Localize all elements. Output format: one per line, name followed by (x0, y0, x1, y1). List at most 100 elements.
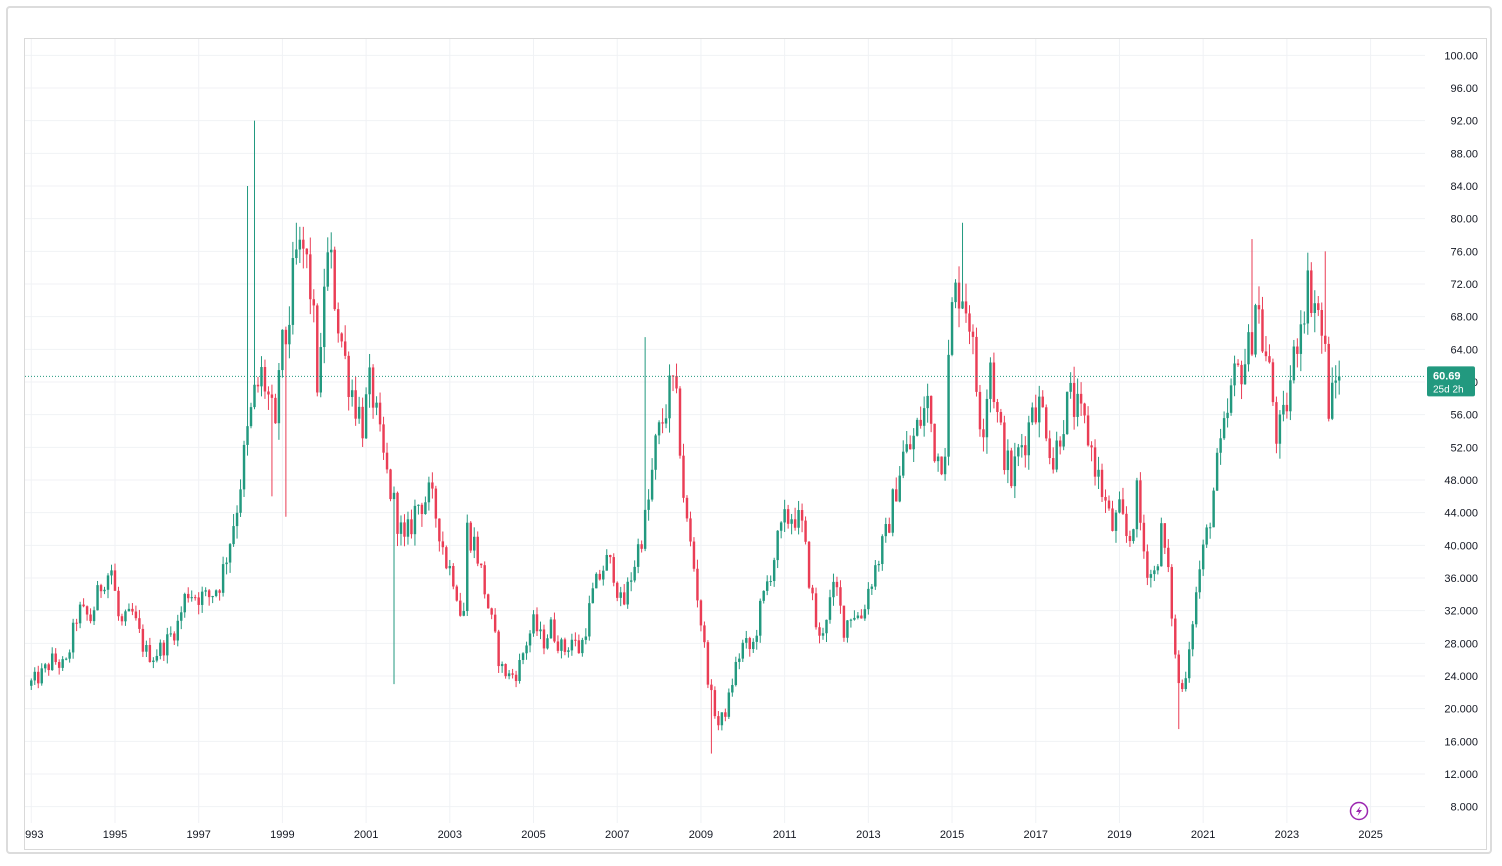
candle-body (905, 444, 908, 452)
candle-body (1083, 403, 1086, 416)
candle-body (155, 655, 159, 661)
candle-body (64, 658, 68, 660)
candle-body (427, 482, 431, 503)
candlestick-chart[interactable]: 100.00 96.00 92.00 88.00 84.00 80.00 76.00 72.0… (19, 39, 1486, 849)
candle-body (420, 504, 424, 515)
candle-body (1111, 508, 1114, 531)
candle-body (919, 419, 922, 426)
candle-body (619, 592, 622, 598)
candle-body (1100, 469, 1104, 497)
chart-panel[interactable]: 100.00 96.00 92.00 88.00 84.00 80.00 76.00 72.0… (19, 38, 1487, 850)
candle-body (1222, 418, 1226, 439)
candle-body (1313, 303, 1317, 313)
candle-body (462, 611, 465, 616)
candle-body (1045, 407, 1048, 439)
candle-body (720, 712, 724, 726)
candle-body (319, 347, 322, 393)
candle-body (689, 518, 692, 542)
candle-body (867, 588, 870, 610)
candle-body (793, 519, 797, 528)
candle-body (162, 642, 166, 656)
candle-body (929, 395, 933, 424)
candle-body (748, 638, 751, 650)
candle-body (1292, 346, 1296, 381)
y-tick-label: 100.00 (1444, 50, 1478, 62)
candle-body (947, 354, 950, 457)
candle-body (1090, 445, 1093, 448)
candle-body (288, 324, 291, 345)
y-tick-label: 20.000 (1444, 704, 1478, 716)
candle-body (110, 570, 113, 576)
x-tick-label: 2005 (521, 829, 545, 841)
candle-body (629, 580, 633, 582)
candle-body (598, 573, 602, 580)
candle-body (267, 391, 270, 395)
candle-body (661, 422, 664, 424)
candle-body (364, 394, 368, 439)
candle-body (389, 469, 392, 500)
candle-body (734, 661, 738, 686)
x-tick-label: 2003 (438, 829, 462, 841)
grid-lines (25, 39, 1425, 823)
candle-body (560, 639, 563, 651)
candle-body (1212, 490, 1215, 528)
candle-body (1205, 527, 1208, 545)
candle-body (636, 544, 640, 567)
candle-body (881, 536, 884, 565)
y-tick-label: 72.00 (1450, 279, 1478, 291)
candle-body (860, 615, 863, 619)
candle-body (584, 636, 588, 640)
x-tick-label: 2001 (354, 829, 378, 841)
candle-body (650, 469, 654, 500)
candle-body (71, 622, 75, 653)
candle-body (1142, 522, 1146, 552)
candle-body (1017, 447, 1020, 457)
y-tick-label: 84.00 (1450, 181, 1478, 193)
x-tick-label: 1993 (25, 829, 44, 841)
candle-body (75, 622, 78, 624)
candle-body (954, 282, 957, 303)
candle-body (127, 608, 131, 612)
candle-body (699, 600, 703, 626)
candle-body (1191, 624, 1194, 650)
candle-body (385, 452, 389, 470)
candle-body (863, 609, 867, 619)
candle-body (926, 395, 929, 409)
candle-body (368, 367, 371, 395)
candle-body (1289, 380, 1292, 412)
candle-body (874, 565, 877, 587)
candle-body (643, 509, 647, 549)
candle-body (989, 362, 992, 399)
lightning-icon[interactable] (1349, 801, 1369, 821)
candle-body (497, 631, 500, 667)
candle-body (849, 619, 853, 621)
candle-body (124, 611, 127, 622)
candle-body (68, 652, 71, 659)
candle-body (783, 509, 786, 523)
candle-body (842, 605, 846, 638)
candle-body (825, 619, 828, 634)
candle-body (577, 640, 581, 654)
candle-body (609, 554, 612, 558)
candle-body (354, 390, 357, 419)
candle-body (141, 628, 145, 652)
candle-body (40, 668, 43, 684)
candle-body (574, 639, 577, 641)
candle-body (752, 641, 755, 650)
candle-body (1153, 570, 1156, 575)
candle-body (1306, 270, 1310, 324)
x-tick-label: 2011 (773, 829, 797, 841)
candle-body (1034, 407, 1037, 423)
candle-body (549, 619, 553, 639)
candle-body (399, 522, 403, 534)
candle-body (581, 639, 584, 654)
x-tick-label: 2015 (940, 829, 964, 841)
candle-body (654, 435, 657, 470)
candle-body (92, 610, 96, 622)
candle-body (888, 524, 891, 533)
candle-body (1160, 523, 1163, 567)
candle-body (1188, 649, 1191, 679)
candle-body (281, 329, 284, 371)
candle-body (138, 618, 141, 629)
candle-body (1278, 414, 1282, 444)
